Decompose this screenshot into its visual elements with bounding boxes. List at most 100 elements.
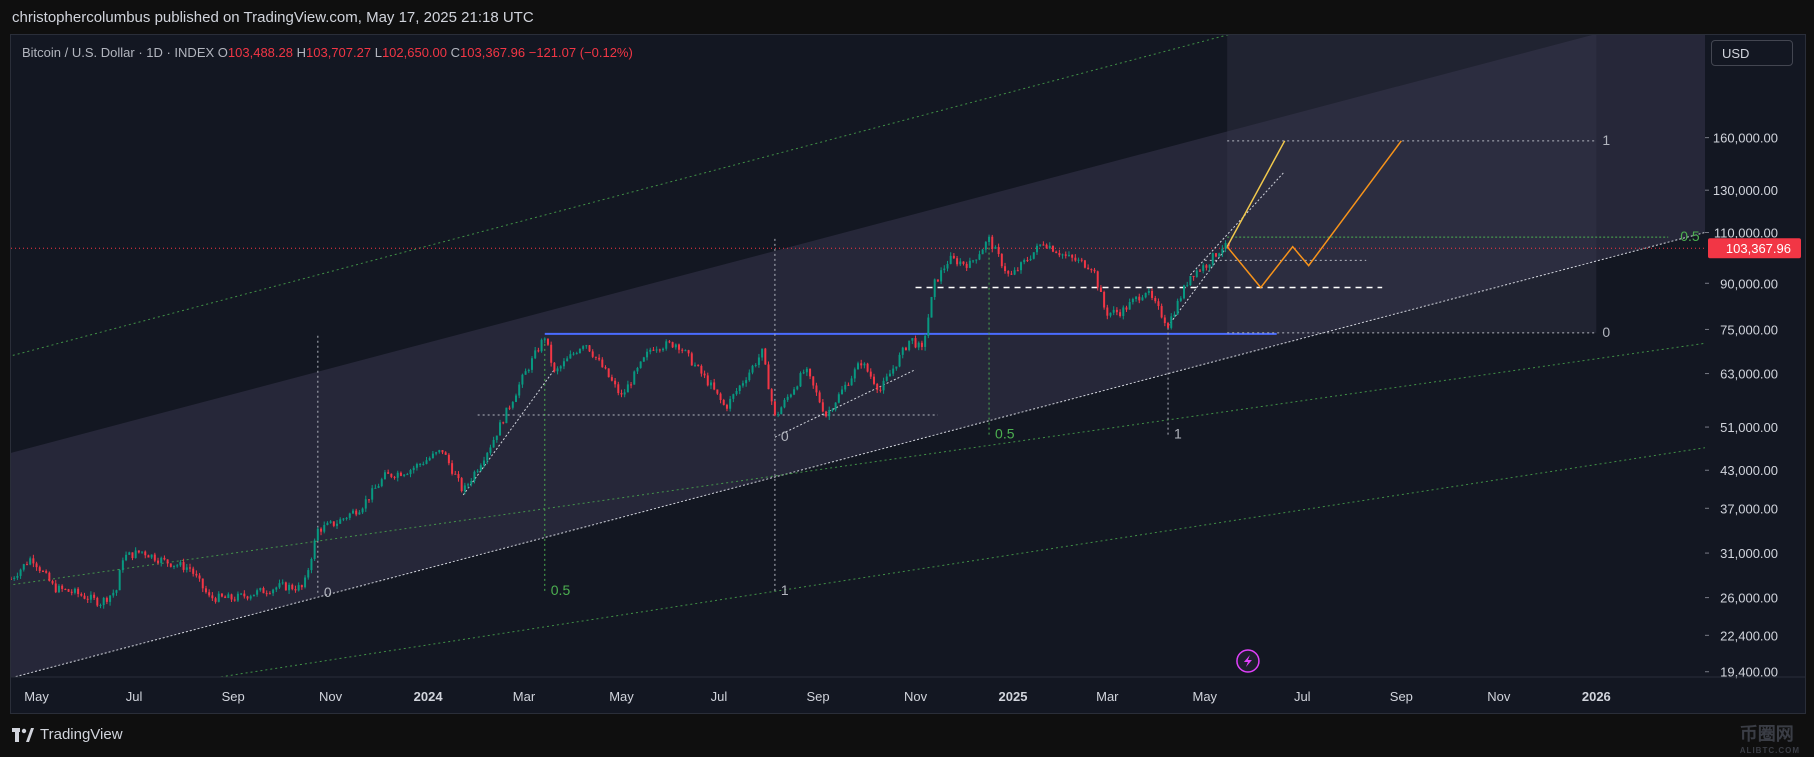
candle-body <box>1167 323 1170 328</box>
candle-body <box>240 593 243 595</box>
candle-body <box>358 512 361 515</box>
candle-body <box>22 564 25 570</box>
candle-body <box>649 349 652 352</box>
candle-body <box>892 368 895 374</box>
candle-body <box>626 384 629 393</box>
tradingview-logo-icon <box>12 727 34 742</box>
candle-body <box>1067 254 1070 256</box>
candle-body <box>831 409 834 411</box>
tradingview-logo[interactable]: TradingView <box>12 726 123 743</box>
candle-body <box>86 598 89 600</box>
candle-body <box>904 347 907 351</box>
candle-body <box>224 596 227 599</box>
candle-body <box>1125 307 1128 310</box>
candle-body <box>336 523 339 526</box>
candle-body <box>652 349 655 351</box>
candle-body <box>837 394 840 403</box>
candle-body <box>1083 260 1086 268</box>
candle-body <box>300 585 303 588</box>
candle-body <box>770 389 773 402</box>
candle-body <box>259 588 262 591</box>
close-value: 103,367.96 <box>460 45 526 60</box>
candle-body <box>745 380 748 384</box>
candle-body <box>125 554 128 561</box>
candle-body <box>419 463 422 465</box>
candle-body <box>1090 269 1093 271</box>
candle-body <box>320 528 323 532</box>
candle-body <box>1035 245 1038 253</box>
candle-body <box>1173 314 1176 317</box>
candle-body <box>182 562 185 570</box>
candle-body <box>1061 254 1064 256</box>
candle-body <box>780 407 783 415</box>
candle-body <box>246 596 249 599</box>
candle-body <box>997 247 1000 255</box>
fib-channel-line-0 <box>11 35 1230 357</box>
time-axis-label: Nov <box>319 689 343 704</box>
candle-body <box>204 588 207 593</box>
candle-body <box>412 467 415 471</box>
candle-body <box>908 340 911 351</box>
candle-body <box>866 363 869 372</box>
projection-path-orange <box>1226 140 1402 289</box>
price-axis-label: 26,000.00 <box>1720 591 1778 606</box>
candle-body <box>610 377 613 381</box>
candle-body <box>681 349 684 351</box>
candle-body <box>857 363 859 370</box>
candle-body <box>1144 292 1147 298</box>
candle-body <box>716 389 719 394</box>
candle-body <box>483 460 486 466</box>
candle-body <box>141 551 144 553</box>
price-axis-label: 19,400.00 <box>1720 665 1778 680</box>
candle-body <box>495 435 498 440</box>
candle-body <box>607 368 610 378</box>
candle-body <box>249 596 252 599</box>
candle-body <box>524 371 527 375</box>
candle-body <box>965 263 968 268</box>
candle-body <box>783 399 786 408</box>
candle-body <box>761 348 764 358</box>
candle-body <box>169 563 172 567</box>
brand-name: TradingView <box>40 726 123 743</box>
candle-body <box>73 588 76 593</box>
candle-body <box>1026 260 1029 262</box>
last-price-label: 103,367.96 <box>1726 241 1791 256</box>
time-axis-label: Sep <box>1390 689 1413 704</box>
candle-body <box>1058 253 1061 256</box>
candle-body <box>147 555 150 558</box>
fib-marker-label-2: 0 <box>781 428 789 444</box>
candle-body <box>888 373 891 377</box>
candle-body <box>105 597 108 602</box>
candle-body <box>153 554 156 561</box>
candle-body <box>693 364 696 366</box>
candle-body <box>316 528 319 541</box>
currency-button[interactable]: USD <box>1711 40 1793 66</box>
candle-body <box>773 401 776 416</box>
candle-body <box>786 396 789 400</box>
candle-body <box>342 518 345 520</box>
candle-body <box>620 393 623 395</box>
close-label: C <box>450 45 461 60</box>
candle-body <box>828 409 831 417</box>
candle-body <box>566 358 569 362</box>
candle-body <box>208 592 211 596</box>
change-value: −121.07 (−0.12%) <box>528 45 633 60</box>
candle-body <box>700 365 703 374</box>
candle-body <box>220 593 223 597</box>
candle-body <box>492 439 495 448</box>
candle-body <box>537 350 540 352</box>
candle-body <box>879 389 882 391</box>
candle-body <box>313 540 316 559</box>
candle-body <box>460 478 463 491</box>
candle-body <box>131 552 134 559</box>
candle-body <box>815 385 818 393</box>
candle-body <box>642 357 645 362</box>
candle-body <box>1214 253 1217 257</box>
candle-body <box>1160 306 1163 318</box>
candle-body <box>387 472 390 474</box>
candle-body <box>1138 296 1141 301</box>
candle-body <box>19 569 22 576</box>
candle-body <box>1115 309 1118 313</box>
candle-body <box>281 582 284 584</box>
